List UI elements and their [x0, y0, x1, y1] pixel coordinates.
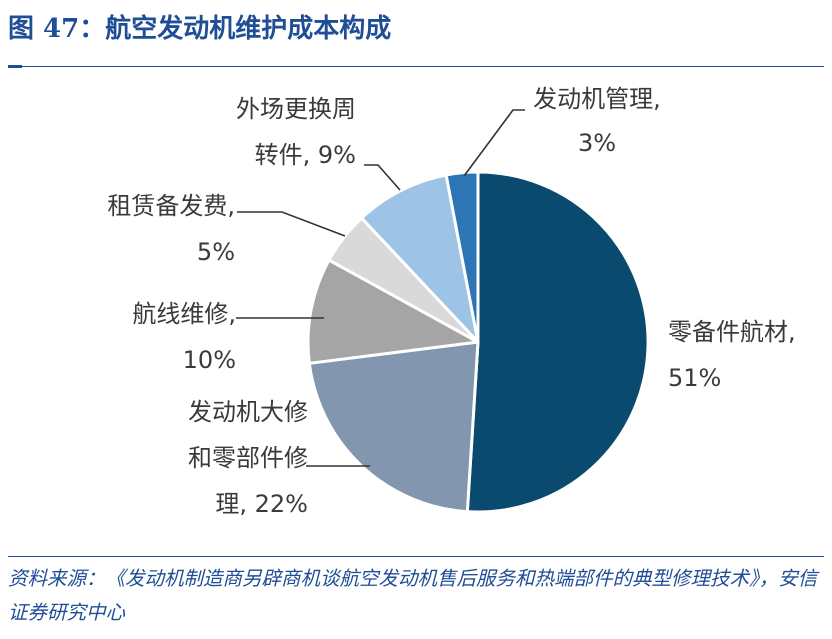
leader-line: [364, 164, 401, 191]
leader-line: [463, 109, 525, 177]
slice-label-line: 航线维修,: [132, 300, 236, 328]
source-note: 资料来源：《发动机制造商另辟商机谈航空发动机售后服务和热端部件的典型修理技术》，…: [8, 567, 818, 624]
pie-slice: [465, 170, 650, 514]
slice-label-line: 发动机管理,: [533, 85, 661, 113]
title-rule: [8, 66, 824, 67]
leader-line: [237, 211, 346, 237]
figure-title: 图 47：航空发动机维护成本构成: [8, 14, 392, 44]
pie-slice: [306, 258, 480, 365]
slice-label-line: 51%: [668, 364, 721, 392]
source-rule: [8, 556, 824, 557]
slice-label: 外场更换周转件, 9%: [236, 95, 356, 169]
pie-slice: [444, 170, 480, 344]
slice-label: 零备件航材, 51%: [668, 318, 796, 392]
slice-label-line: 和零部件修: [188, 444, 308, 472]
slice-label: 租赁备发费, 5%: [107, 192, 235, 266]
slice-label-line: 理, 22%: [215, 490, 308, 518]
pie-slices: [306, 170, 650, 514]
leader-lines: [236, 109, 525, 467]
slice-label: 发动机大修和零部件修理, 22%: [188, 398, 308, 518]
slice-label-line: 零备件航材,: [668, 318, 796, 346]
slice-label-line: 5%: [197, 238, 235, 266]
slice-label-line: 转件, 9%: [255, 141, 356, 169]
slice-label-line: 发动机大修: [188, 398, 308, 426]
slice-label-line: 10%: [183, 346, 236, 374]
slice-label: 航线维修, 10%: [132, 300, 236, 374]
pie-slice: [307, 340, 480, 514]
slice-label-line: 租赁备发费,: [107, 192, 235, 220]
pie-slice: [360, 173, 480, 344]
slice-labels: 零备件航材, 51% 发动机大修和零部件修理, 22% 航线维修, 10% 租赁备发费, 5…: [107, 85, 795, 518]
slice-label-line: 3%: [578, 129, 616, 157]
slice-label-line: 外场更换周: [236, 95, 356, 123]
pie-chart: 零备件航材, 51% 发动机大修和零部件修理, 22% 航线维修, 10% 租赁备发费, 5…: [107, 85, 795, 518]
slice-label: 发动机管理, 3%: [533, 85, 661, 157]
